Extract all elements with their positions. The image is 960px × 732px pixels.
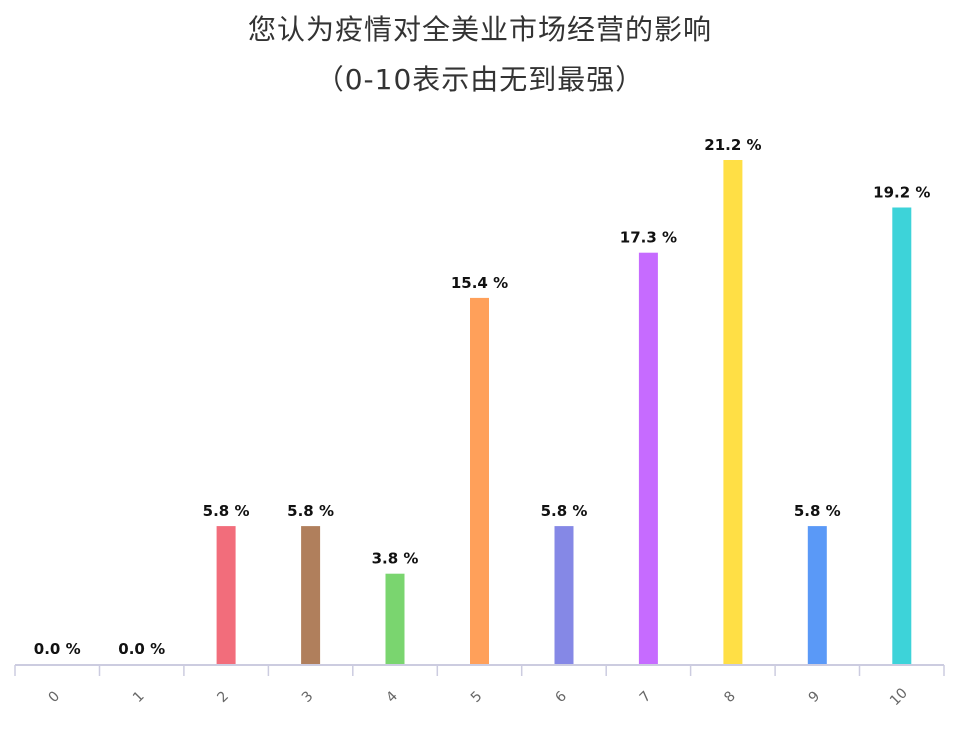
data-label-3: 5.8 % <box>287 502 334 520</box>
x-tick-label-8: 8 <box>721 688 739 706</box>
data-label-4: 3.8 % <box>372 550 419 568</box>
bar-5 <box>470 297 489 664</box>
x-tick-label-3: 3 <box>299 688 317 706</box>
x-tick-label-4: 4 <box>383 688 401 706</box>
bar-9 <box>807 526 827 664</box>
bar-6 <box>554 526 574 664</box>
data-labels-layer: 0.0 % 0.0 % 5.8 % 5.8 % 3.8 % 15.4 % 5.8 % 17.3… <box>34 136 931 658</box>
bar-3 <box>301 526 321 664</box>
x-tick-label-5: 5 <box>468 688 486 706</box>
bar-4 <box>385 573 405 664</box>
data-label-0: 0.0 % <box>34 640 81 658</box>
data-label-7: 17.3 % <box>620 229 677 247</box>
data-label-6: 5.8 % <box>541 502 588 520</box>
data-label-9: 5.8 % <box>794 502 841 520</box>
x-tick-label-10: 10 <box>887 685 911 709</box>
chart-title: 您认为疫情对全美业市场经营的影响 <box>247 13 712 46</box>
x-tick-label-7: 7 <box>637 688 655 706</box>
x-axis: 0 1 2 3 4 5 6 7 8 9 10 <box>14 664 945 709</box>
bar-10 <box>892 207 912 664</box>
chart-subtitle: （0-10表示由无到最强） <box>315 63 645 96</box>
data-label-5: 15.4 % <box>451 274 508 292</box>
bars-layer <box>216 160 912 664</box>
bar-7 <box>638 252 658 664</box>
x-tick-label-9: 9 <box>806 688 824 706</box>
x-tick-label-1: 1 <box>130 688 148 706</box>
bar-2 <box>216 526 236 664</box>
x-tick-label-6: 6 <box>552 688 570 706</box>
x-tick-label-2: 2 <box>214 688 232 706</box>
data-label-8: 21.2 % <box>704 136 761 154</box>
bar-8 <box>723 160 743 664</box>
data-label-1: 0.0 % <box>118 640 165 658</box>
x-tick-label-0: 0 <box>46 688 64 706</box>
data-label-2: 5.8 % <box>203 502 250 520</box>
data-label-10: 19.2 % <box>873 184 930 202</box>
